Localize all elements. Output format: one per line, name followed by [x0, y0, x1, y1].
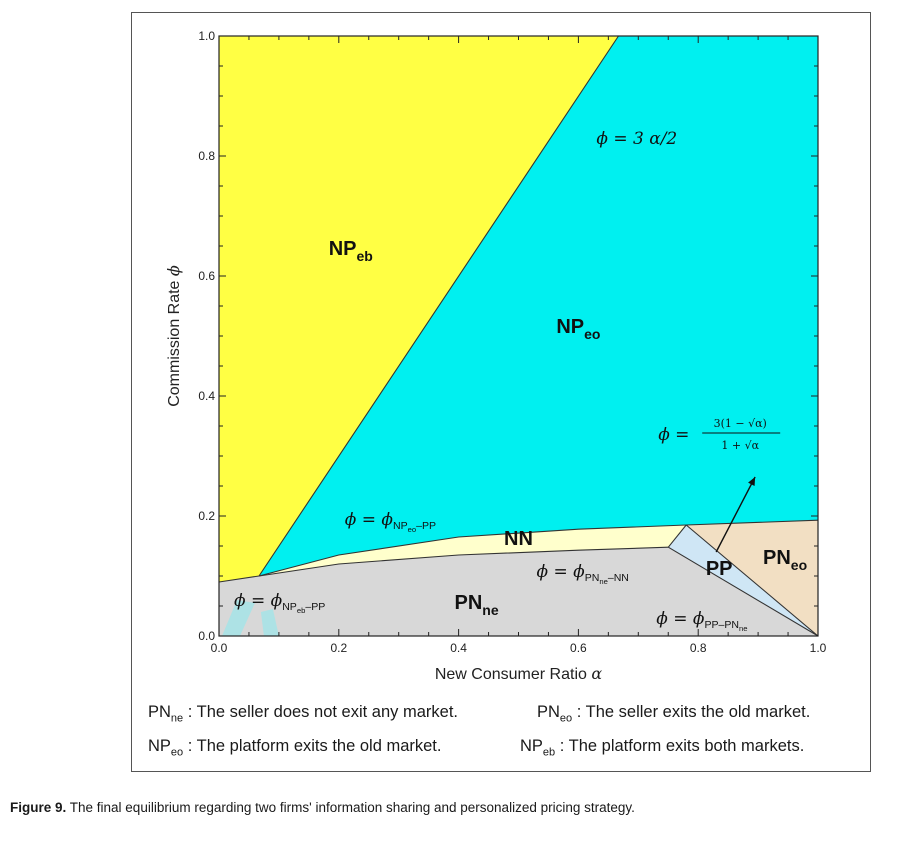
cyan-streak-1 [222, 600, 255, 636]
phase-diagram: 0.00.0 0.2 0.2 0.4 0.4 0.6 0.6 0.8 0.8 1.0 1.0 New … [164, 29, 827, 683]
cyan-streak-2 [260, 609, 279, 636]
annotation-formula-denominator: 1 + √α [721, 439, 759, 452]
legend-pn-ne-text: : The seller does not exit any market. [183, 703, 458, 721]
boundary-3alpha-over-2 [258, 35, 619, 577]
annotation-pp-pn-ne: ϕ = ϕPP–PNne [656, 609, 747, 633]
annotation-np-eo-pp: ϕ = ϕNPeo–PP [345, 510, 436, 534]
annotation-pp-pn-ne-subsub: ne [739, 624, 748, 633]
region-label-sub: eo [584, 326, 600, 342]
annotation-np-eo-pp-tail: –PP [416, 520, 436, 532]
boundary-pn-ne-nn [258, 546, 669, 577]
annotation-np-eo-pp-subsub: eo [408, 525, 417, 534]
annotation-pn-ne-nn: ϕ = ϕPNne–NN [536, 562, 628, 586]
region-pp [668, 525, 818, 636]
region-label-nn: NN [504, 528, 533, 550]
annotation-pp-pn-ne-sub: PP–PN [705, 619, 740, 631]
annotation-np-eo-pp-lhs: ϕ = ϕ [345, 510, 394, 530]
legend-pn-ne-sub: ne [170, 712, 184, 725]
region-label-pneo: PNeo [763, 547, 807, 573]
legend-pn-eo-sub: eo [559, 712, 573, 725]
boundary-np-eb-pp [218, 575, 260, 583]
region-label-sub: eo [791, 557, 807, 573]
region-label-name: PP [706, 558, 733, 580]
y-tick-label: 0.0 [198, 629, 215, 643]
caption-label: Figure 9. [10, 800, 67, 815]
formula-arrow-head [748, 477, 756, 486]
annotation-np-eo-pp-sub: NP [393, 520, 408, 532]
annotation-pn-ne-nn-subsub: ne [599, 577, 608, 586]
region-label-name: PN [763, 547, 791, 569]
boundary-nn-pp [667, 524, 687, 548]
x-axis-symbol: α [591, 664, 602, 683]
x-tick-label: 0.6 [570, 641, 587, 655]
annotation-slope-line-rhs: = 3 α/2 [608, 129, 677, 149]
legend-np-eb-name: NP [520, 737, 543, 755]
boundary-pp-pn-ne [668, 546, 819, 637]
annotation-slope-line: ϕ = 3 α/2 [596, 129, 677, 149]
x-tick-label: 1.0 [810, 641, 827, 655]
annotation-np-eb-pp: ϕ = ϕNPeb–PP [234, 591, 325, 615]
legend-np-eo-text: : The platform exits the old market. [183, 737, 442, 755]
region-label-sub: eb [357, 248, 373, 264]
boundary-phi-curve [685, 524, 819, 637]
region-label-name: NP [556, 316, 584, 338]
legend-np-eo-name: NP [148, 737, 171, 755]
annotation-pn-ne-nn-lhs: ϕ = ϕ [536, 562, 585, 582]
annotation-formula-lhs: ϕ = [658, 425, 689, 445]
x-tick-label: 0.2 [330, 641, 347, 655]
annotation-np-eb-pp-tail: –PP [305, 601, 325, 613]
region-label-name: PN [454, 592, 482, 614]
region-label-npeo: NPeo [556, 316, 600, 342]
formula-arrow-line [715, 476, 756, 553]
legend-np-eb-sub: eb [542, 746, 556, 759]
caption-text: The final equilibrium regarding two firm… [66, 800, 635, 815]
legend-np-eo-sub: eo [170, 746, 184, 759]
region-label-name: NN [504, 528, 533, 550]
annotation-formula-numerator: 3(1 − √α) [714, 417, 767, 430]
y-tick-label: 0.2 [198, 509, 215, 523]
region-label-pp: PP [706, 558, 733, 580]
y-tick-label: 0.8 [198, 149, 215, 163]
boundary-np-eo-pp [258, 519, 819, 577]
region-np-eb [219, 36, 619, 582]
region-label-npeb: NPeb [329, 238, 373, 264]
y-axis-title: Commission Rate ϕ [164, 265, 183, 407]
region-label-pnne: PNne [454, 592, 498, 618]
legend-pn-eo-name: PN [537, 703, 560, 721]
region-pn-ne [219, 547, 818, 636]
region-np-eo [259, 36, 818, 576]
legend-np-eb-text: : The platform exits both markets. [555, 737, 805, 755]
x-tick-label: 0.8 [690, 641, 707, 655]
legend-pn-eo: PNeo : The seller exits the old market. [537, 703, 810, 724]
y-tick-label: 1.0 [198, 29, 215, 43]
annotation-np-eb-pp-sub: NP [282, 601, 297, 613]
legend-pn-eo-text: : The seller exits the old market. [572, 703, 811, 721]
x-tick-label: 0.4 [450, 641, 467, 655]
figure-caption: Figure 9. The final equilibrium regardin… [10, 800, 635, 815]
y-tick-label: 0.4 [198, 389, 215, 403]
annotation-slope-line-lhs: ϕ [596, 129, 608, 149]
legend-np-eb: NPeb : The platform exits both markets. [520, 737, 804, 758]
y-tick-label: 0.6 [198, 269, 215, 283]
annotation-pn-ne-nn-sub: PN [585, 572, 600, 584]
x-tick-label: 0.0 [211, 641, 228, 655]
annotation-pp-pn-ne-lhs: ϕ = ϕ [656, 609, 705, 629]
region-label-sub: ne [482, 602, 499, 618]
annotation-np-eb-pp-lhs: ϕ = ϕ [234, 591, 283, 611]
region-pn-eo [686, 520, 818, 636]
region-nn [259, 525, 687, 576]
legend-pn-ne-name: PN [148, 703, 171, 721]
annotation-pn-ne-nn-tail: –NN [608, 572, 629, 584]
figure-frame: 0.0 0.0 0.2 0.2 0.4 0.4 0.6 0.6 0.8 0.8 1.0 1.0 New … [131, 12, 871, 772]
legend-pn-ne: PNne : The seller does not exit any mark… [148, 703, 458, 724]
legend-np-eo: NPeo : The platform exits the old market… [148, 737, 441, 758]
y-axis-symbol: ϕ [164, 265, 183, 276]
region-label-name: NP [329, 238, 357, 260]
x-axis-title: New Consumer Ratio α [435, 664, 603, 683]
annotation-np-eb-pp-subsub: eb [297, 606, 306, 615]
